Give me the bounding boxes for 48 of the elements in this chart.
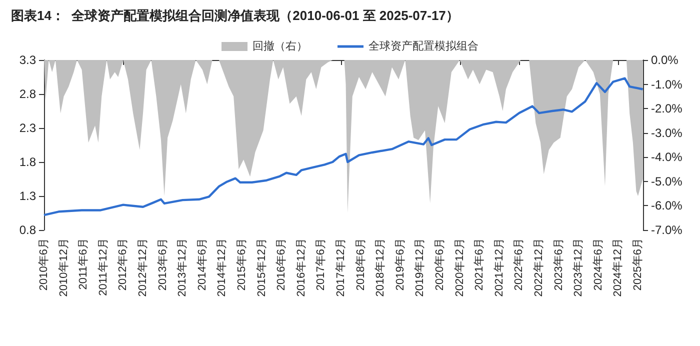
y2-tick-label: 0.0% [651, 53, 679, 67]
x-tick-label: 2023年12月 [572, 238, 585, 297]
y2-tick-label: -7.0% [651, 223, 683, 237]
x-tick-label: 2024年6月 [592, 238, 604, 291]
x-tick-label: 2018年6月 [354, 238, 367, 291]
x-tick-label: 2013年12月 [176, 238, 189, 297]
x-tick-label: 2022年6月 [513, 238, 526, 291]
x-tick-label: 2017年6月 [315, 238, 328, 291]
y-tick-label: 2.8 [19, 87, 36, 101]
x-tick-label: 2019年12月 [414, 238, 426, 297]
y2-tick-label: -1.0% [651, 77, 683, 92]
x-tick-label: 2020年12月 [454, 238, 466, 297]
y-tick-label: 3.3 [19, 53, 36, 67]
x-tick-label: 2025年6月 [632, 238, 644, 291]
x-tick-label: 2015年12月 [256, 238, 268, 297]
y-tick-label: 1.3 [19, 189, 36, 203]
y2-tick-label: -4.0% [651, 150, 683, 164]
x-tick-label: 2014年12月 [216, 238, 228, 297]
y-tick-label: 1.8 [19, 155, 36, 169]
x-tick-label: 2019年6月 [394, 238, 406, 291]
x-tick-label: 2010年6月 [38, 238, 50, 291]
x-tick-label: 2015年6月 [236, 238, 248, 291]
y-tick-label: 0.8 [19, 223, 36, 237]
y2-tick-label: -3.0% [651, 126, 683, 140]
y2-tick-label: -2.0% [651, 102, 683, 116]
x-tick-label: 2024年12月 [612, 238, 624, 297]
x-tick-label: 2012年12月 [137, 238, 149, 297]
x-tick-label: 2022年12月 [532, 238, 545, 297]
x-tick-label: 2021年6月 [474, 238, 486, 291]
x-tick-label: 2017年12月 [335, 238, 347, 297]
x-tick-label: 2016年6月 [276, 238, 288, 291]
x-tick-label: 2013年6月 [156, 238, 169, 291]
x-tick-label: 2018年12月 [374, 238, 387, 297]
x-tick-label: 2023年6月 [552, 238, 565, 291]
y2-tick-label: -6.0% [651, 198, 683, 213]
x-tick-label: 2014年6月 [196, 238, 208, 291]
y-tick-label: 2.3 [19, 121, 36, 135]
x-tick-label: 2020年6月 [434, 238, 446, 291]
x-tick-label: 2011年6月 [78, 238, 90, 290]
x-tick-label: 2012年6月 [117, 238, 130, 291]
x-tick-label: 2011年12月 [97, 238, 110, 296]
y2-tick-label: -5.0% [651, 174, 683, 188]
legend-label: 回撤（右） [252, 40, 308, 52]
legend-label: 全球资产配置模拟组合 [368, 40, 478, 52]
x-tick-label: 2021年12月 [493, 238, 506, 297]
chart-title: 图表14： 全球资产配置模拟组合回测净值表现（2010-06-01 至 2025-07-17） [11, 8, 459, 23]
x-tick-label: 2010年12月 [58, 238, 70, 297]
x-tick-label: 2016年12月 [295, 238, 308, 297]
